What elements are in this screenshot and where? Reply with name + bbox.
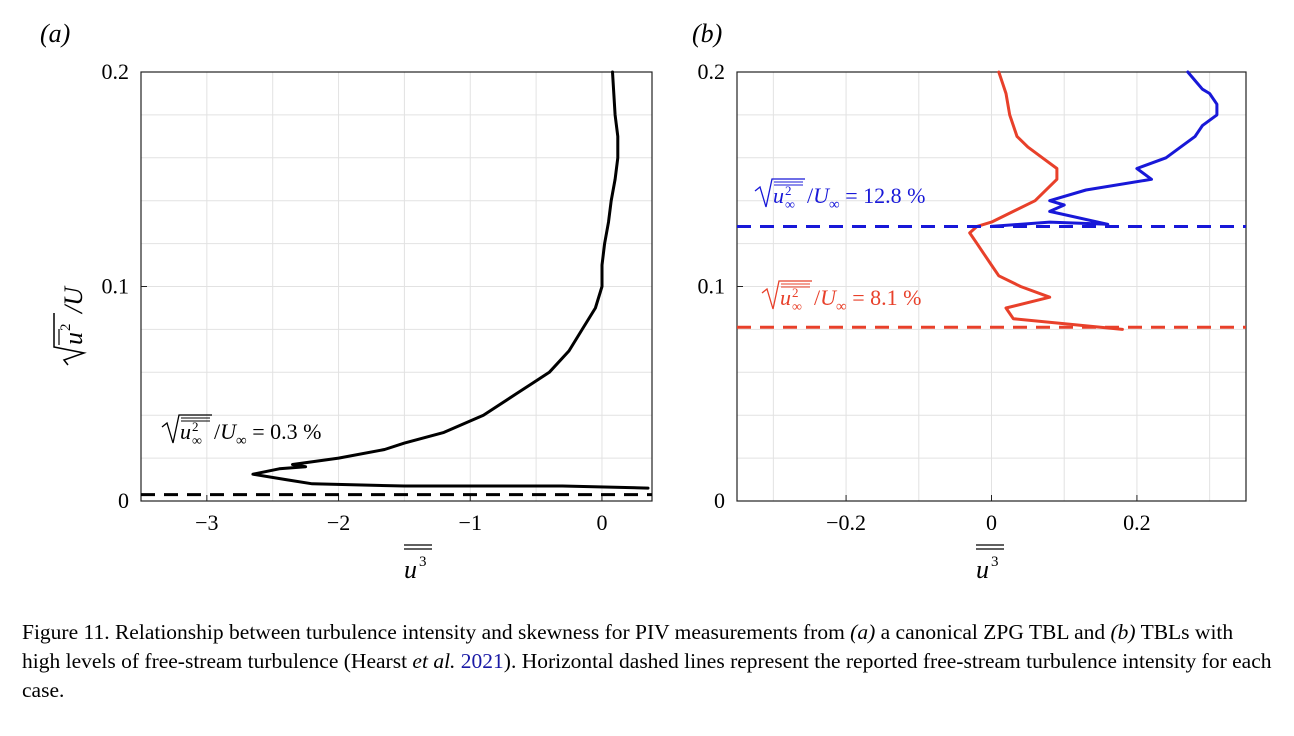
b-red-ann-u: U bbox=[820, 285, 838, 310]
panel-a-annotation: u 2 ∞ /U∞ = 0.3 % bbox=[161, 414, 321, 449]
svg-text:∞: ∞ bbox=[785, 198, 795, 213]
y-tick-label: 0.2 bbox=[698, 59, 726, 84]
panel-b-annotation-red: u 2 ∞ /U∞ = 8.1 % bbox=[761, 280, 921, 315]
caption-label-a: (a) bbox=[850, 620, 876, 644]
b-red-ann-eq: = bbox=[847, 285, 870, 310]
b-blue-ann-slash: / bbox=[807, 183, 814, 208]
x-tick-label: 0.2 bbox=[1123, 510, 1151, 535]
panel-a-series bbox=[251, 70, 650, 490]
svg-text:∞: ∞ bbox=[792, 300, 802, 315]
svg-text:u: u bbox=[180, 419, 191, 444]
panel-b: (b) −0.2 0 0.200.10.2 u 3 u 2 ∞ /U∞ = 12.8… bbox=[692, 19, 1247, 584]
panel-a-label: (a) bbox=[40, 19, 70, 48]
svg-text:/U∞ = 8.1 %: /U∞ = 8.1 % bbox=[814, 285, 921, 315]
y-tick-label: 0 bbox=[714, 488, 725, 513]
svg-text:/U∞ = 0.3 %: /U∞ = 0.3 % bbox=[214, 419, 321, 449]
b-blue-ann-eq: = bbox=[840, 183, 863, 208]
panel-b-label: (b) bbox=[692, 19, 722, 48]
x-tick-label: 0 bbox=[596, 510, 607, 535]
b-red-ann-inf: ∞ bbox=[836, 299, 847, 315]
caption-prefix: Figure 11. Relationship between turbulen… bbox=[22, 620, 845, 644]
figure-caption: Figure 11. Relationship between turbulen… bbox=[22, 618, 1272, 705]
caption-suffix: ). Horizontal dashed lines represent the… bbox=[22, 649, 1272, 702]
y-tick-label: 0 bbox=[118, 488, 129, 513]
b-blue-ann-inf: ∞ bbox=[829, 197, 840, 213]
svg-text:u: u bbox=[773, 183, 784, 208]
figure: (a) −3 −2 −1 000.10.2 u 2 /U u 3 u 2 ∞ bbox=[40, 19, 1247, 584]
a-ann-slash: / bbox=[214, 419, 221, 444]
svg-text:2: 2 bbox=[785, 183, 792, 198]
x-tick-label: −3 bbox=[195, 510, 218, 535]
caption-label-b: (b) bbox=[1110, 620, 1136, 644]
series-line-0 bbox=[251, 70, 650, 490]
svg-text:u: u bbox=[404, 555, 417, 584]
y-tick-label: 0.1 bbox=[102, 274, 130, 299]
svg-text:u: u bbox=[976, 555, 989, 584]
panel-b-xlabel: u 3 bbox=[976, 544, 1004, 584]
panel-b-annotation-blue: u 2 ∞ /U∞ = 12.8 % bbox=[754, 178, 925, 213]
x-tick-label: −2 bbox=[327, 510, 350, 535]
svg-text:/U∞ = 12.8 %: /U∞ = 12.8 % bbox=[807, 183, 925, 213]
a-ann-value: 0.3 % bbox=[270, 419, 321, 444]
b-blue-ann-u: U bbox=[813, 183, 831, 208]
svg-text:3: 3 bbox=[991, 554, 999, 570]
panel-b-ticks: −0.2 0 0.2 0 0.1 0.2 bbox=[698, 59, 1151, 535]
x-tick-label: 0 bbox=[986, 510, 997, 535]
a-ann-inf: ∞ bbox=[236, 433, 247, 449]
b-red-ann-value: 8.1 % bbox=[870, 285, 921, 310]
b-blue-ann-value: 12.8 % bbox=[863, 183, 925, 208]
svg-text:u: u bbox=[59, 332, 88, 345]
series-line-0 bbox=[968, 70, 1124, 331]
y-tick-label: 0.1 bbox=[698, 274, 726, 299]
svg-text:3: 3 bbox=[419, 554, 427, 570]
panel-a: (a) −3 −2 −1 0 0 0.1 0.2 u 2 /U u 3 u 2 ∞ bbox=[40, 19, 653, 584]
panel-a-ticks: −3 −2 −1 0 0 0.1 0.2 bbox=[102, 59, 608, 535]
panel-a-grid bbox=[140, 72, 652, 501]
series-line-1 bbox=[990, 70, 1219, 228]
panel-b-reference-lines bbox=[737, 224, 1246, 329]
panel-a-ylabel: u 2 /U bbox=[53, 285, 88, 366]
svg-text:/U: /U bbox=[59, 285, 88, 315]
panel-a-xlabel: u 3 bbox=[404, 544, 432, 584]
caption-text-a: a canonical ZPG TBL and bbox=[875, 620, 1111, 644]
svg-text:∞: ∞ bbox=[192, 434, 202, 449]
svg-text:2: 2 bbox=[58, 324, 74, 332]
x-tick-label: −0.2 bbox=[826, 510, 866, 535]
svg-text:2: 2 bbox=[192, 419, 199, 434]
x-tick-label: −1 bbox=[459, 510, 482, 535]
y-tick-label: 0.2 bbox=[102, 59, 130, 84]
panel-b-grid bbox=[737, 72, 1246, 501]
svg-text:2: 2 bbox=[792, 285, 799, 300]
a-ann-eq: = bbox=[247, 419, 270, 444]
caption-etal: et al. bbox=[412, 649, 456, 673]
svg-text:u: u bbox=[780, 285, 791, 310]
b-red-ann-slash: / bbox=[814, 285, 821, 310]
caption-citation-link[interactable]: 2021 bbox=[460, 649, 504, 673]
a-ann-u: U bbox=[220, 419, 238, 444]
panel-b-series bbox=[968, 70, 1219, 331]
caption-text-b: TBLs with high levels of free-stream tur… bbox=[22, 620, 1234, 673]
